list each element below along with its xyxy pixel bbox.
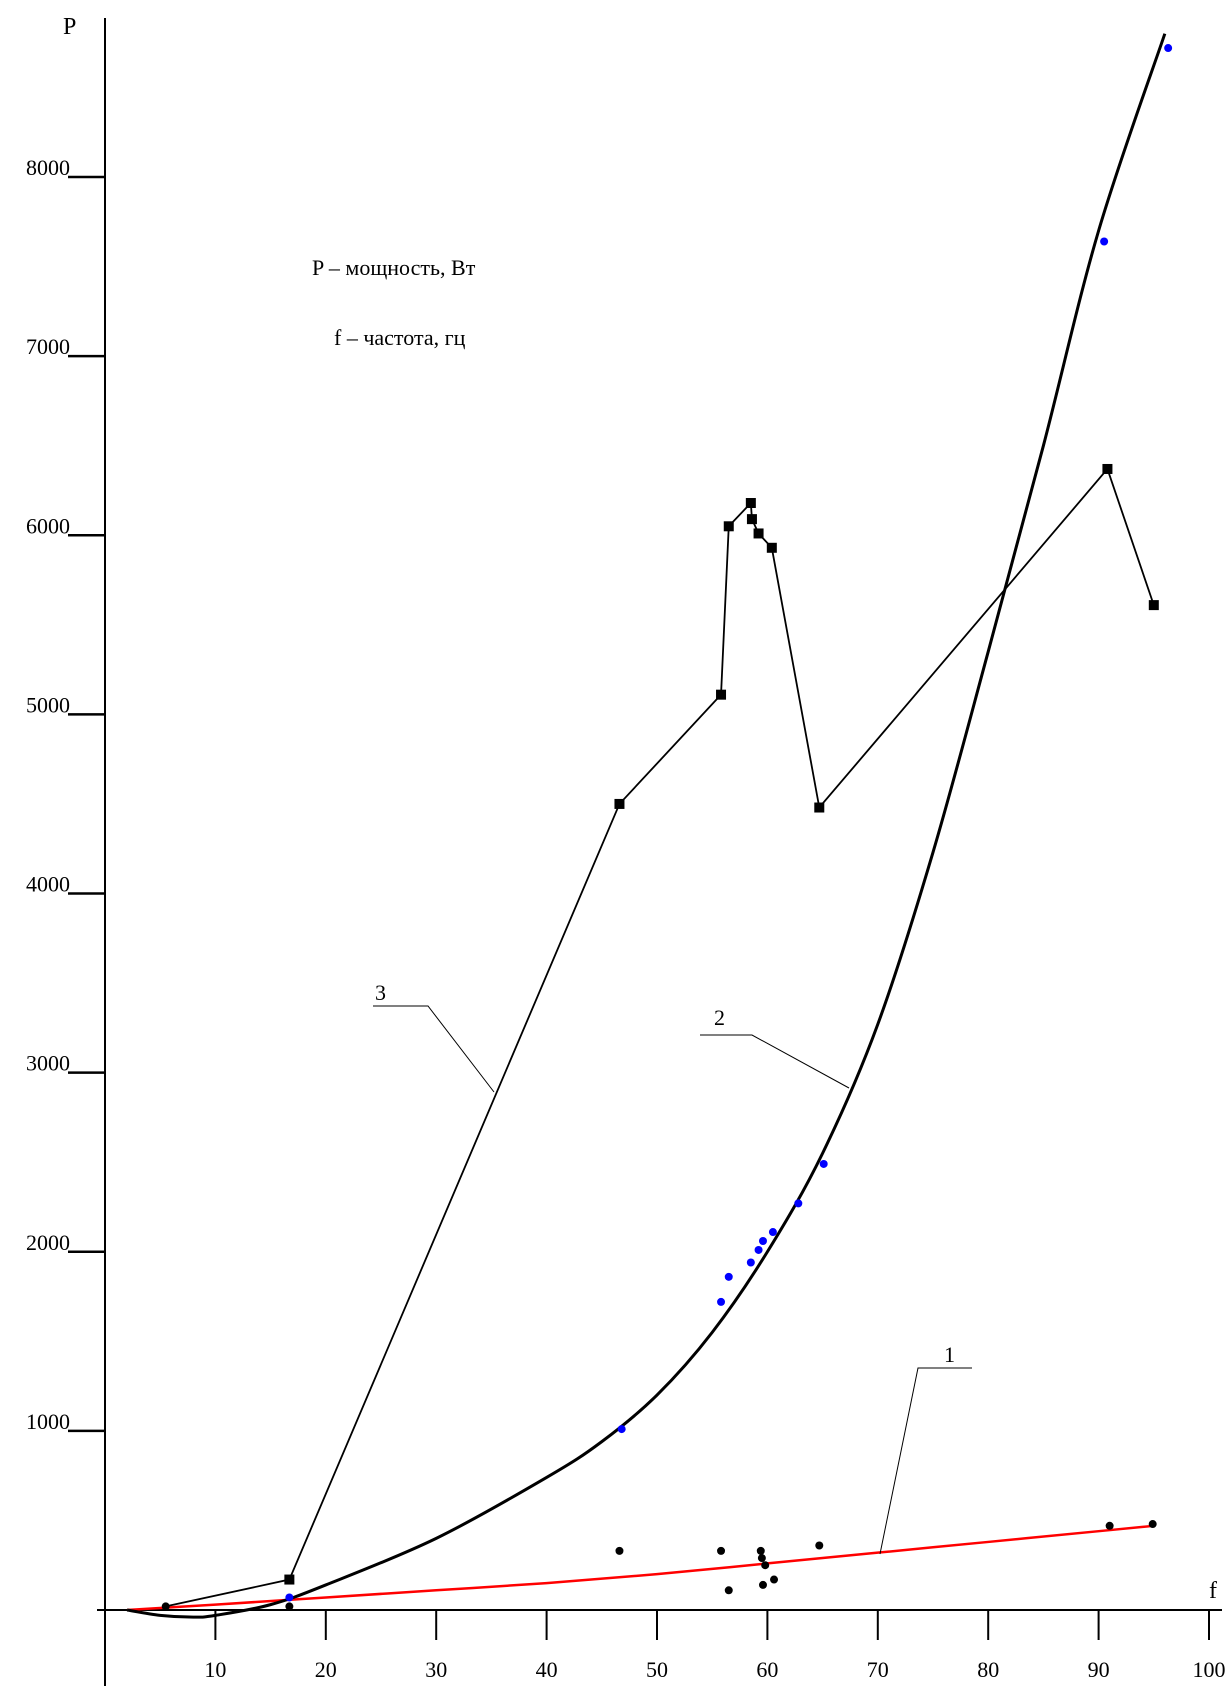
y-tick-label: 7000 <box>26 334 70 359</box>
series-2-point <box>1100 237 1109 246</box>
series-3-point <box>716 689 727 700</box>
series-1-point <box>161 1602 170 1611</box>
plot-area <box>126 33 1173 1619</box>
y-tick-label: 3000 <box>26 1051 70 1076</box>
series-3-point <box>745 498 756 509</box>
series-3-point <box>1148 600 1159 611</box>
series-2-point <box>794 1199 803 1208</box>
x-tick-label: 50 <box>646 1657 668 1682</box>
series-2-point <box>768 1228 777 1237</box>
series-2-point <box>758 1237 767 1246</box>
y-tick-label: 4000 <box>26 872 70 897</box>
series-1-point <box>815 1541 824 1550</box>
series-2-point <box>1164 44 1173 53</box>
series-1-point <box>1105 1521 1114 1530</box>
y-tick-label: 2000 <box>26 1230 70 1255</box>
series-1-point <box>758 1580 767 1589</box>
annotation-power: P – мощность, Вт <box>312 255 476 280</box>
x-tick-label: 10 <box>204 1657 226 1682</box>
y-ticks: 1000 2000 3000 4000 5000 6000 7000 8000 <box>26 155 105 1434</box>
series-2-point <box>746 1258 755 1267</box>
y-tick-label: 8000 <box>26 155 70 180</box>
series-1-point <box>717 1546 726 1555</box>
series-2-curve <box>126 33 1167 1619</box>
series-1-point <box>1148 1520 1157 1529</box>
x-tick-label: 80 <box>977 1657 999 1682</box>
series-1-point <box>756 1546 765 1555</box>
series-2-point <box>754 1245 763 1254</box>
axes <box>97 18 1222 1686</box>
y-tick-label: 1000 <box>26 1409 70 1434</box>
annotation-frequency: f – частота, гц <box>334 325 466 350</box>
series-3-point <box>746 514 757 525</box>
series-2-point <box>819 1159 828 1168</box>
series-2-point <box>717 1297 726 1306</box>
x-axis-label: f <box>1209 1578 1217 1604</box>
x-tick-label: 30 <box>425 1657 447 1682</box>
x-tick-label: 90 <box>1088 1657 1110 1682</box>
series-1-line <box>127 1524 1154 1612</box>
series-2-point <box>617 1425 626 1434</box>
curve-label-2: 2 <box>714 1005 725 1030</box>
series-2-point <box>724 1272 733 1281</box>
series-3-point <box>766 542 777 553</box>
x-tick-label: 100 <box>1193 1657 1226 1682</box>
series-1-point <box>285 1602 294 1611</box>
curve-label-1: 1 <box>944 1342 955 1367</box>
y-tick-label: 6000 <box>26 513 70 538</box>
series-3-point <box>723 521 734 532</box>
series-2-point <box>285 1593 294 1602</box>
series-3-point <box>284 1574 295 1585</box>
series-3-point <box>614 798 625 809</box>
series-3-line <box>165 467 1155 1608</box>
leader-line-3 <box>373 1005 495 1093</box>
y-axis-label: P <box>63 14 76 40</box>
x-tick-label: 20 <box>315 1657 337 1682</box>
x-tick-label: 70 <box>867 1657 889 1682</box>
x-tick-label: 40 <box>536 1657 558 1682</box>
curve-label-3: 3 <box>375 980 386 1005</box>
leader-line-1 <box>879 1367 972 1555</box>
curve-labels: 3 2 1 <box>373 980 972 1555</box>
series-1-point <box>761 1561 770 1570</box>
series-1-point <box>757 1554 766 1563</box>
series-1-point <box>724 1586 733 1595</box>
series-3-point <box>814 802 825 813</box>
series-3-point <box>753 528 764 539</box>
series-3-point <box>1102 463 1113 474</box>
series-1-point <box>615 1546 624 1555</box>
y-tick-label: 5000 <box>26 692 70 717</box>
x-ticks: 10 20 30 40 50 60 70 80 90 100 <box>204 1609 1226 1682</box>
series-1-point <box>770 1575 779 1584</box>
x-tick-label: 60 <box>756 1657 778 1682</box>
leader-line-2 <box>700 1034 850 1089</box>
